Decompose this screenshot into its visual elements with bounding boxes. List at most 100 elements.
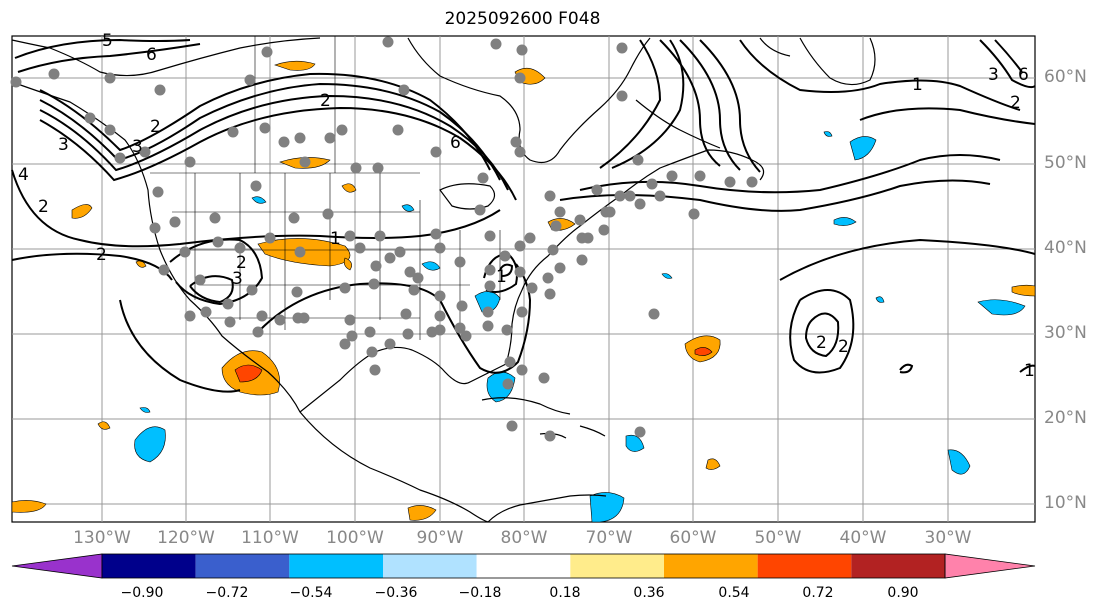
station-dot	[542, 272, 554, 284]
station-dot	[344, 314, 356, 326]
lat-label: 10°N	[1044, 493, 1087, 513]
station-dot	[614, 190, 626, 202]
station-dot	[616, 42, 628, 54]
lat-label: 40°N	[1044, 238, 1087, 258]
station-dot	[194, 274, 206, 286]
colorbar-segment	[383, 554, 477, 578]
station-dot	[259, 122, 271, 134]
station-dot	[484, 230, 496, 242]
station-dot	[298, 312, 310, 324]
lat-label: 20°N	[1044, 408, 1087, 428]
colorbar-over-arrow	[944, 553, 1036, 579]
station-dot	[510, 136, 522, 148]
station-dot	[152, 186, 164, 198]
colorbar-under-arrow	[11, 553, 103, 579]
station-dot	[278, 136, 290, 148]
station-dot	[274, 314, 286, 326]
lon-label: 70°W	[585, 528, 633, 548]
station-dot	[344, 230, 356, 242]
station-dot	[514, 72, 526, 84]
station-dot	[322, 208, 334, 220]
station-dot	[368, 278, 380, 290]
station-dot	[616, 90, 628, 102]
colorbar-tick-label: −0.90	[120, 585, 164, 601]
station-dot	[10, 76, 22, 88]
lon-label: 80°W	[500, 528, 548, 548]
station-dot	[434, 310, 446, 322]
station-dot	[294, 132, 306, 144]
station-dot	[246, 284, 258, 296]
station-dot	[490, 38, 502, 50]
station-dot	[591, 184, 603, 196]
colorbar-tick-label: −0.36	[374, 585, 418, 601]
contour-label: 2	[150, 117, 161, 137]
station-dot	[227, 126, 239, 138]
station-dot	[372, 162, 384, 174]
station-dot	[576, 254, 588, 266]
station-dot	[746, 176, 758, 188]
station-dot	[598, 224, 610, 236]
station-dot	[184, 156, 196, 168]
station-dot	[354, 242, 366, 254]
colorbar-frame	[101, 553, 946, 579]
station-dot	[574, 214, 586, 226]
contour-label: 1	[496, 267, 507, 287]
station-dot	[484, 264, 496, 276]
station-dot	[139, 146, 151, 158]
station-dot	[179, 246, 191, 258]
station-dot	[224, 316, 236, 328]
station-dot	[516, 364, 528, 376]
station-dot	[209, 212, 221, 224]
contour-labels: 5 6 1 2 3 4 2 3 6 2 2 1 2 3 1 1 2 3 6 2 …	[18, 31, 1035, 381]
station-dot	[434, 324, 446, 336]
station-dot	[646, 178, 658, 190]
shaded-positive-regions	[11, 60, 1036, 521]
station-dot	[434, 242, 446, 254]
station-dot	[600, 206, 612, 218]
colorbar-tick-label: −0.72	[205, 585, 249, 601]
contour-label: 1	[330, 229, 341, 249]
station-dot	[350, 162, 362, 174]
station-dot	[632, 154, 644, 166]
station-dot	[516, 44, 528, 56]
station-dot	[456, 300, 468, 312]
station-dot	[244, 74, 256, 86]
station-dot	[369, 364, 381, 376]
lon-label: 110°W	[241, 528, 299, 548]
lon-label: 60°W	[669, 528, 717, 548]
station-dot	[394, 246, 406, 258]
contour-label: 5	[102, 31, 113, 51]
station-dot	[222, 298, 234, 310]
station-dot	[554, 262, 566, 274]
contour-label: 3	[232, 269, 243, 289]
station-dot	[346, 330, 358, 342]
station-dot	[634, 198, 646, 210]
station-dot	[336, 124, 348, 136]
colorbar-segment	[570, 554, 664, 578]
colorbar-tick-label: −0.18	[458, 585, 502, 601]
station-dot	[366, 346, 378, 358]
map-title: 2025092600 F048	[444, 9, 601, 29]
lon-label: 90°W	[416, 528, 464, 548]
station-dot	[234, 242, 246, 254]
coastlines	[11, 37, 876, 523]
station-dot	[482, 306, 494, 318]
station-dot	[654, 190, 666, 202]
station-dot	[264, 232, 276, 244]
station-dot	[477, 172, 489, 184]
contour-label: 6	[146, 45, 157, 65]
contour-label: 2	[96, 245, 107, 265]
contour-label: 3	[58, 135, 69, 155]
colorbar-tick-label: −0.54	[289, 585, 333, 601]
station-dot	[430, 228, 442, 240]
colorbar-segment	[757, 554, 852, 578]
station-dot	[454, 256, 466, 268]
station-dot	[169, 216, 181, 228]
station-dot	[384, 338, 396, 350]
station-dot	[114, 152, 126, 164]
contour-label: 1	[1024, 361, 1035, 381]
contour-label: 6	[1018, 65, 1029, 85]
station-dot	[724, 176, 736, 188]
station-dot	[384, 252, 396, 264]
station-dot	[149, 222, 161, 234]
